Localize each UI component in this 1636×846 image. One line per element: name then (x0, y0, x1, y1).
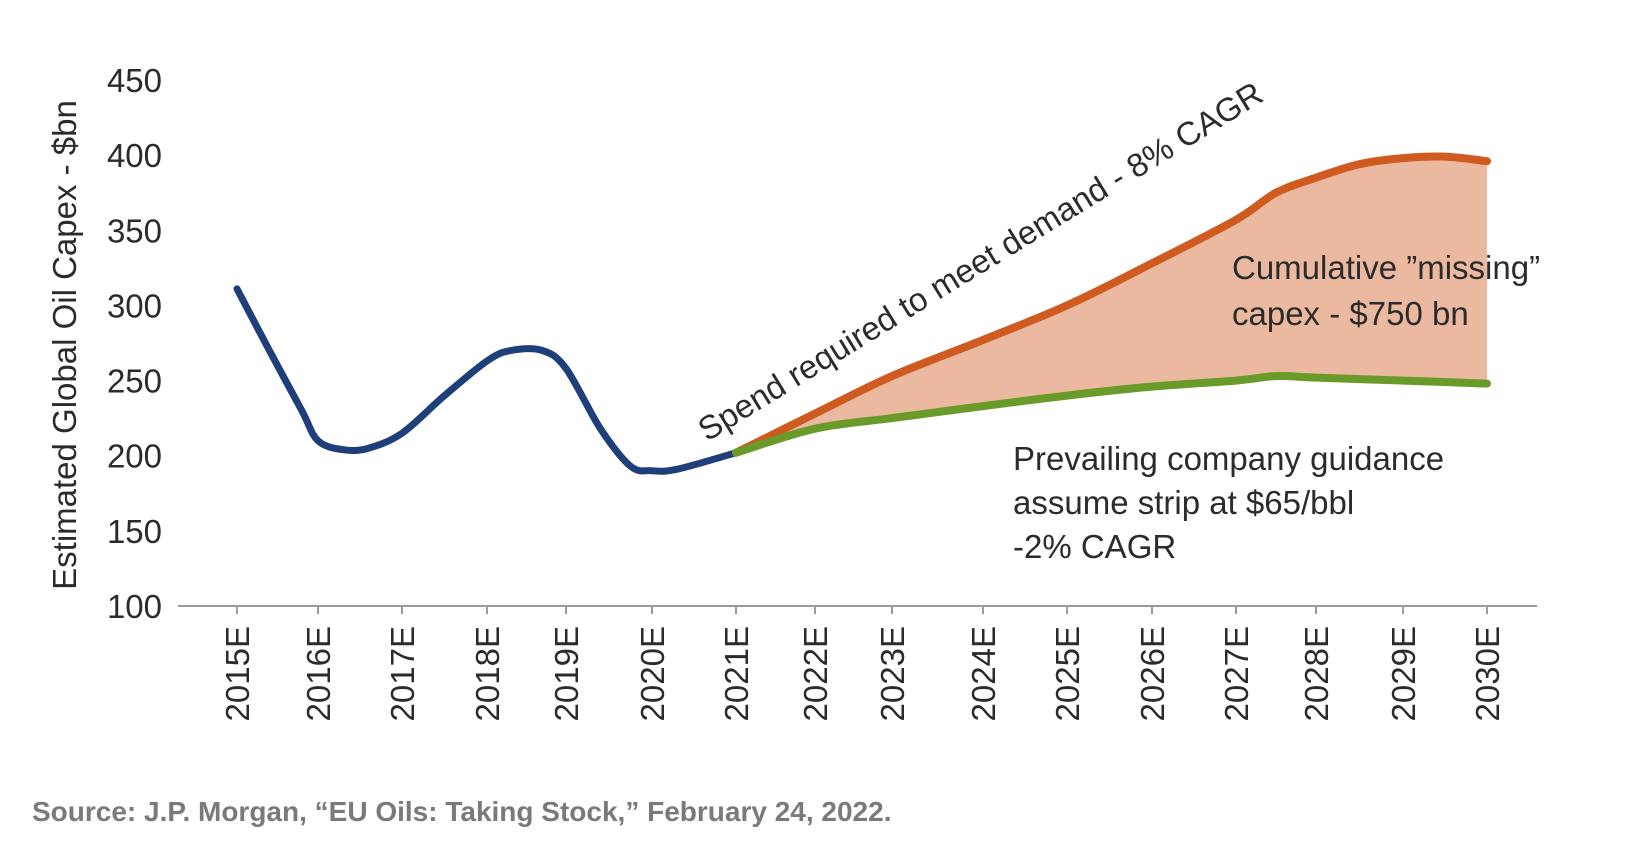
x-tick-label: 2023E (874, 626, 911, 721)
y-axis-ticks: 100 150 200 250 300 350 400 450 (107, 62, 162, 625)
x-tick-label: 2021E (718, 626, 755, 721)
y-tick-label: 450 (107, 62, 162, 99)
x-tick-label: 2030E (1469, 626, 1506, 721)
y-tick-label: 300 (107, 287, 162, 324)
x-tick-label: 2024E (965, 626, 1002, 721)
x-tick-label: 2020E (634, 626, 671, 721)
guidance-label-line2: assume strip at $65/bbl (1013, 484, 1354, 521)
y-axis-label: Estimated Global Oil Capex - $bn (46, 100, 83, 590)
missing-capex-label-line2: capex - $750 bn (1232, 295, 1469, 332)
x-tick-label: 2029E (1385, 626, 1422, 721)
guidance-label-line3: -2% CAGR (1013, 528, 1176, 565)
missing-capex-label-line1: Cumulative ”missing” (1232, 249, 1540, 286)
y-tick-label: 100 (107, 588, 162, 625)
x-tick-label: 2019E (548, 626, 585, 721)
source-note: Source: J.P. Morgan, “EU Oils: Taking St… (32, 796, 892, 827)
guidance-label-line1: Prevailing company guidance (1013, 440, 1444, 477)
y-tick-label: 400 (107, 137, 162, 174)
x-tick-label: 2026E (1134, 626, 1171, 721)
missing-capex-area (736, 156, 1487, 453)
y-tick-label: 200 (107, 438, 162, 475)
y-tick-label: 250 (107, 363, 162, 400)
demand-spend-line (732, 152, 1491, 457)
x-tick-label: 2028E (1298, 626, 1335, 721)
y-tick-label: 350 (107, 212, 162, 249)
x-tick-label: 2017E (384, 626, 421, 721)
x-tick-label: 2016E (300, 626, 337, 721)
y-tick-label: 150 (107, 513, 162, 550)
x-tick-label: 2018E (469, 626, 506, 721)
x-tick-label: 2027E (1218, 626, 1255, 721)
series-lines (233, 152, 1491, 475)
x-tick-label: 2025E (1049, 626, 1086, 721)
company-guidance-line (732, 371, 1491, 457)
x-tick-label: 2015E (219, 626, 256, 721)
x-tick-label: 2022E (797, 626, 834, 721)
x-axis-ticks: 2015E 2016E 2017E 2018E 2019E 2020E 2021E 2022E… (219, 606, 1506, 721)
historical-capex-line (233, 285, 740, 475)
